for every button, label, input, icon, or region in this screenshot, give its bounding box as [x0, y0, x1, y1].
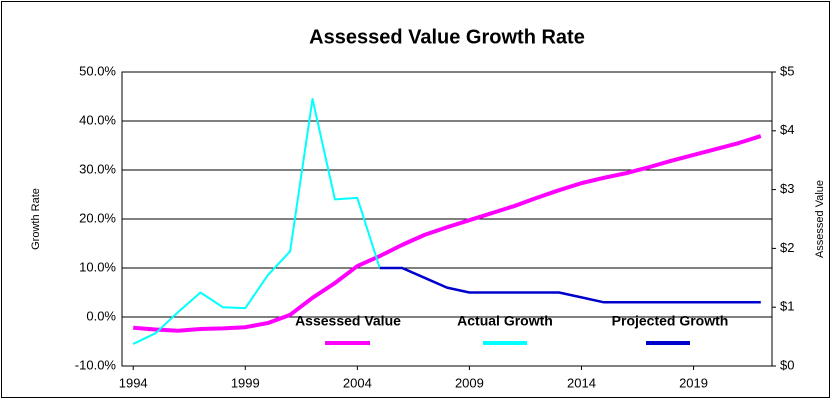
x-tick-label: 1999 — [231, 375, 260, 390]
legend-label: Assessed Value — [295, 313, 401, 329]
x-tick-label: 2019 — [679, 375, 708, 390]
legend-label: Actual Growth — [457, 313, 553, 329]
y-tick-label: 20.0% — [79, 210, 116, 225]
series-line — [379, 266, 761, 304]
y-tick-label: 50.0% — [79, 63, 116, 78]
plot-border — [121, 71, 773, 367]
y-tick-label: 30.0% — [79, 161, 116, 176]
y-tick-label: 40.0% — [79, 112, 116, 127]
y2-axis-title: Assessed Value — [814, 180, 826, 258]
y2-tick-label: $2 — [780, 240, 794, 255]
y2-tick-label: $4 — [780, 122, 794, 137]
x-tick-label: 2009 — [455, 375, 484, 390]
x-tick-label: 1994 — [119, 375, 148, 390]
series-line — [133, 134, 762, 333]
y-tick-label: -10.0% — [75, 357, 117, 372]
chart-title: Assessed Value Growth Rate — [309, 26, 585, 48]
series-line — [132, 97, 381, 345]
x-tick-label: 2004 — [343, 375, 372, 390]
x-tick-label: 2014 — [567, 375, 596, 390]
y2-tick-label: $5 — [780, 63, 794, 78]
y-axis-title: Growth Rate — [30, 188, 42, 250]
y2-tick-label: $0 — [780, 357, 794, 372]
y-tick-label: 0.0% — [86, 308, 116, 323]
legend-label: Projected Growth — [612, 313, 729, 329]
y2-tick-label: $3 — [780, 181, 794, 196]
y-tick-label: 10.0% — [79, 259, 116, 274]
y2-tick-label: $1 — [780, 299, 794, 314]
